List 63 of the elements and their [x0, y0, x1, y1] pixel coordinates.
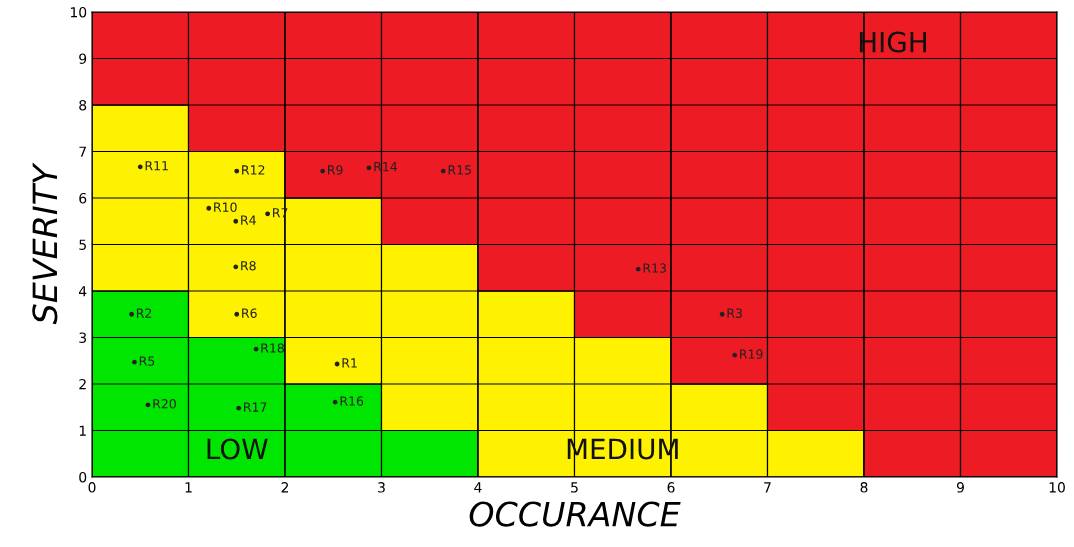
data-label: R19 — [740, 349, 763, 359]
y-tick-label: 3 — [79, 332, 87, 343]
data-label: R20 — [153, 399, 176, 409]
point — [334, 361, 340, 367]
x-tick-label: 10 — [1049, 482, 1065, 493]
point — [635, 266, 641, 272]
y-tick-label: 5 — [79, 239, 86, 250]
point — [137, 164, 143, 170]
point — [236, 405, 242, 411]
point — [206, 205, 212, 211]
point — [233, 218, 239, 224]
y-tick-label: 2 — [79, 378, 86, 390]
data-label: R17 — [244, 402, 267, 412]
point — [719, 311, 725, 317]
data-label: R2 — [136, 308, 152, 318]
point — [320, 168, 326, 174]
x-tick-label: 7 — [764, 482, 771, 493]
point — [332, 399, 338, 405]
data-label: R13 — [643, 263, 666, 273]
data-label: R15 — [448, 165, 471, 175]
point — [132, 359, 137, 365]
y-tick-label: 4 — [78, 286, 87, 297]
data-label: R5 — [139, 356, 155, 366]
x-tick-label: 3 — [378, 482, 385, 493]
x-tick-label: 2 — [281, 482, 289, 493]
point — [233, 264, 239, 270]
data-label: R16 — [340, 396, 364, 406]
y-tick-label: 1 — [79, 425, 86, 436]
point — [265, 211, 271, 217]
series-label: LOW — [207, 438, 268, 460]
x-tick-label: 8 — [860, 482, 868, 493]
point — [234, 311, 240, 317]
y-tick-label: 9 — [79, 53, 87, 64]
data-label: R9 — [328, 165, 343, 175]
data-label: R3 — [727, 308, 742, 318]
y-tick-label: 8 — [79, 99, 87, 111]
point — [732, 352, 738, 358]
point — [253, 346, 259, 352]
data-label: R1 — [342, 358, 357, 368]
y-tick-label: 0 — [79, 471, 87, 483]
y-tick-label: 10 — [70, 6, 87, 18]
point — [440, 168, 446, 174]
point — [234, 168, 240, 174]
x-tick-label: 9 — [956, 482, 964, 493]
x-tick-label: 6 — [667, 482, 675, 493]
x-tick-label: 0 — [88, 482, 96, 493]
data-label: R6 — [242, 308, 257, 318]
x-axis-title: OCCURANCE — [469, 501, 681, 527]
y-tick-label: 7 — [79, 146, 86, 157]
y-axis-title: SEVERITY — [32, 162, 58, 325]
data-label: R18 — [261, 343, 284, 353]
data-label: R10 — [214, 202, 237, 212]
point — [366, 165, 372, 171]
point — [129, 311, 134, 317]
x-tick-label: 5 — [571, 482, 578, 493]
data-label: R11 — [145, 161, 168, 171]
x-tick-label: 1 — [185, 482, 192, 493]
point — [145, 402, 151, 408]
x-tick-label: 4 — [474, 482, 482, 493]
data-label: R4 — [241, 215, 256, 225]
data-label: R12 — [242, 165, 265, 175]
data-label: R8 — [241, 260, 256, 271]
y-tick-label: 6 — [79, 192, 87, 204]
